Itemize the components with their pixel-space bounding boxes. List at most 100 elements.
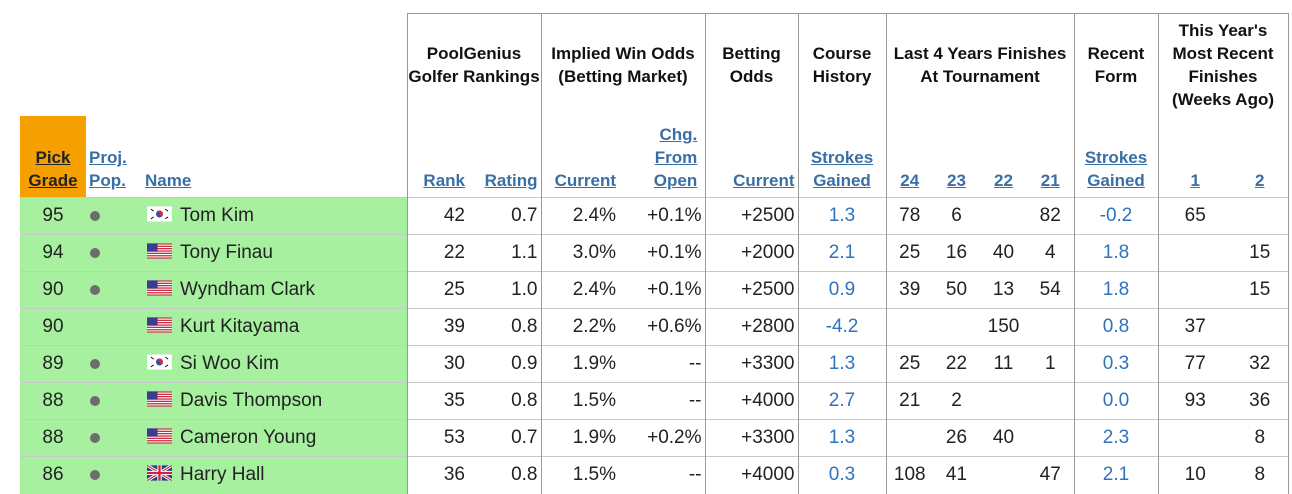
golfer-name[interactable]: Tony Finau [141,234,408,272]
year-22-link[interactable]: 22 [994,171,1013,190]
rank-value: 42 [406,197,468,235]
proj-pop-dot-icon [90,433,100,443]
table-row[interactable]: 90 Kurt Kitayama 39 0.8 2.2% +0.6% +2800 -4.2 15… [20,308,1289,346]
chg-from-open-value: +0.1% [619,197,705,235]
table-row[interactable]: 90 Wyndham Clark 25 1.0 2.4% +0.1% +2500 0.9 39 5… [20,271,1289,309]
pick-grade: 94 [20,234,86,272]
chg-from-open-value: -- [619,382,705,420]
sort-year-22[interactable]: 22 [980,116,1027,198]
rank-link[interactable]: Rank [423,171,465,190]
table-row[interactable]: 95 Tom Kim 42 0.7 2.4% +0.1% +2500 1.3 78 6 82 -0.2… [20,197,1289,235]
rank-value: 39 [406,308,468,346]
sort-year-23[interactable]: 23 [933,116,980,198]
implied-current-value: 2.4% [540,271,619,309]
table-row[interactable]: 88 Davis Thompson 35 0.8 1.5% -- +4000 2.7 21 2 0.… [20,382,1289,420]
sort-proj-pop[interactable]: Proj. Pop. [86,116,141,198]
table-row[interactable]: 89 Si Woo Kim 30 0.9 1.9% -- +3300 1.3 25 22 11 1 0.… [20,345,1289,383]
golfer-name[interactable]: Tom Kim [141,197,408,235]
sort-weeks-1[interactable]: 1 [1157,116,1232,198]
implied-current-value: 1.9% [540,419,619,457]
sort-year-24[interactable]: 24 [885,116,933,198]
sort-odds-current[interactable]: Current [704,116,798,198]
finish-21 [1027,419,1074,457]
golfer-name[interactable]: Harry Hall [141,456,408,494]
sort-year-21[interactable]: 21 [1027,116,1074,198]
weeks-ago-1 [1157,234,1232,272]
rank-value: 36 [406,456,468,494]
chg-from-open-value: +0.2% [619,419,705,457]
weeks-ago-2 [1232,197,1289,235]
pick-grade-link[interactable]: Pick Grade [28,148,78,190]
odds-current-link[interactable]: Current [733,171,795,190]
betting-odds-value: +2500 [704,197,798,235]
implied-current-link[interactable]: Current [554,171,616,190]
golfer-name[interactable]: Kurt Kitayama [141,308,408,346]
course-strokes-gained-value: 1.3 [797,419,886,457]
pick-grade: 95 [20,197,86,235]
pick-grade: 90 [20,308,86,346]
course-strokes-gained-link[interactable]: Strokes Gained [810,148,874,190]
name-link[interactable]: Name [145,171,192,190]
sort-implied-current[interactable]: Current [540,116,619,198]
weeks-ago-1: 77 [1157,345,1232,383]
sort-name[interactable]: Name [141,116,407,198]
weeks-ago-1: 10 [1157,456,1232,494]
form-strokes-gained-value: 0.8 [1073,308,1158,346]
chg-from-open-value: +0.6% [619,308,705,346]
sort-weeks-2[interactable]: 2 [1232,116,1289,198]
weeks-ago-1 [1157,271,1232,309]
proj-pop [86,419,141,457]
implied-current-value: 1.5% [540,456,619,494]
golfer-name-text[interactable]: Kurt Kitayama [180,316,300,337]
pick-grade: 88 [20,419,86,457]
weeks-2-link[interactable]: 2 [1255,171,1265,190]
golfer-name[interactable]: Cameron Young [141,419,408,457]
golfer-name[interactable]: Wyndham Clark [141,271,408,309]
chg-from-open-link[interactable]: Chg. From Open [653,125,698,190]
year-24-link[interactable]: 24 [900,171,920,190]
us-flag-icon [147,243,172,259]
golfer-name[interactable]: Si Woo Kim [141,345,408,383]
finish-23: 6 [933,197,980,235]
group-header-course-history: Course History [797,13,886,116]
proj-pop-link[interactable]: Proj. Pop. [89,148,127,190]
proj-pop [86,271,141,309]
rank-value: 53 [406,419,468,457]
golfer-name-text[interactable]: Cameron Young [180,427,317,448]
golfer-name-text[interactable]: Harry Hall [180,464,265,486]
table-row[interactable]: 86 Harry Hall 36 0.8 1.5% -- +4000 0.3 108 41 47 2.… [20,456,1289,494]
rating-link[interactable]: Rating [484,171,538,190]
year-21-link[interactable]: 21 [1040,171,1060,190]
finish-21: 82 [1027,197,1074,235]
course-strokes-gained-value: 1.3 [797,197,886,235]
finish-24: 21 [885,382,933,420]
weeks-ago-1: 65 [1157,197,1232,235]
golfer-name[interactable]: Davis Thompson [141,382,408,420]
finish-21: 47 [1027,456,1074,494]
golfer-name-text[interactable]: Davis Thompson [180,390,323,411]
sort-form-strokes-gained[interactable]: Strokes Gained [1073,116,1158,198]
year-23-link[interactable]: 23 [947,171,966,190]
betting-odds-value: +3300 [704,419,798,457]
golfer-name-text[interactable]: Wyndham Clark [180,279,315,300]
implied-current-value: 2.4% [540,197,619,235]
sort-rating[interactable]: Rating [468,116,541,198]
sort-chg-from-open[interactable]: Chg. From Open [619,116,705,198]
finish-22: 150 [980,308,1027,346]
weeks-1-link[interactable]: 1 [1190,171,1200,190]
sort-pick-grade[interactable]: Pick Grade [20,116,86,198]
weeks-ago-2: 8 [1232,419,1289,457]
form-strokes-gained-link[interactable]: Strokes Gained [1084,148,1148,190]
rating-value: 0.8 [468,456,541,494]
sort-course-strokes-gained[interactable]: Strokes Gained [797,116,886,198]
weeks-ago-1 [1157,419,1232,457]
table-row[interactable]: 88 Cameron Young 53 0.7 1.9% +0.2% +3300 1.3 26 4… [20,419,1289,457]
proj-pop-dot-icon [90,211,100,221]
golfer-name-text[interactable]: Si Woo Kim [180,353,279,374]
finish-21: 4 [1027,234,1074,272]
rank-value: 35 [406,382,468,420]
table-row[interactable]: 94 Tony Finau 22 1.1 3.0% +0.1% +2000 2.1 25 16 40… [20,234,1289,272]
golfer-name-text[interactable]: Tony Finau [180,242,273,263]
golfer-name-text[interactable]: Tom Kim [180,205,254,226]
sort-rank[interactable]: Rank [406,116,468,198]
